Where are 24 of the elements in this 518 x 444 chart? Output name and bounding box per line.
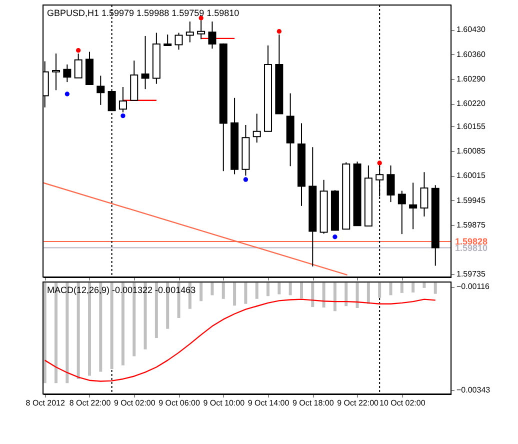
y-tick-label: 1.60430: [456, 25, 486, 34]
y-tick-label: −0.00116: [456, 282, 490, 292]
x-tick-label: 10 Oct 02:00: [380, 398, 426, 408]
y-tick-label: 1.60360: [456, 50, 486, 59]
y-tick-label: 1.59875: [456, 220, 486, 230]
x-tick-label: 9 Oct 06:00: [158, 398, 200, 408]
ref-line-label: 1.59828: [455, 236, 488, 246]
y-tick-label: 1.59735: [456, 270, 486, 279]
x-tick-label: 9 Oct 18:00: [292, 398, 334, 408]
y-tick-label: 1.60015: [456, 171, 486, 180]
x-tick-label: 9 Oct 14:00: [248, 398, 290, 408]
x-tick-label: 9 Oct 22:00: [337, 398, 380, 408]
y-tick-label: 1.60290: [456, 74, 486, 84]
chart-title: GBPUSD,H1 1.59979 1.59988 1.59759 1.59810: [47, 8, 240, 18]
x-tick-label: 9 Oct 10:00: [203, 398, 246, 408]
y-tick-label: 1.59945: [456, 196, 486, 205]
x-tick-label: 9 Oct 02:00: [114, 398, 156, 408]
x-tick-label: 8 Oct 22:00: [69, 398, 112, 408]
y-tick-label: −0.00343: [456, 385, 491, 394]
y-tick-label: 1.60220: [456, 99, 486, 108]
y-tick-label: 1.60085: [456, 146, 486, 156]
x-tick-label: 8 Oct 2012: [26, 398, 66, 408]
chart-title: MACD(12,26,9) -0.001322 -0.001463: [47, 285, 196, 295]
y-tick-label: 1.60155: [456, 122, 486, 131]
